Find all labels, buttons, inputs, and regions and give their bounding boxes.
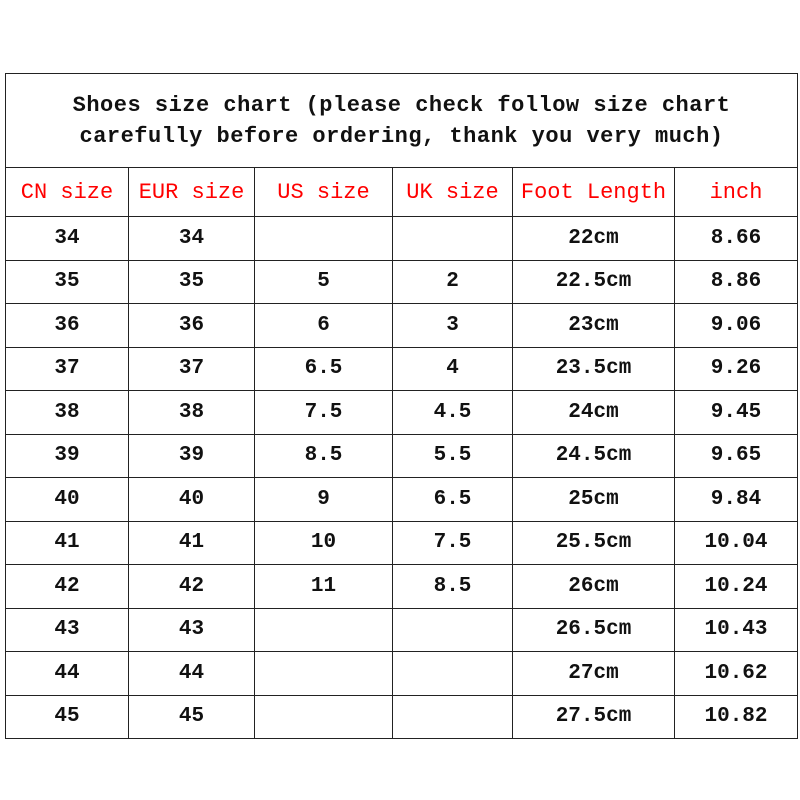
table-row: 38 38 7.5 4.5 24cm 9.45 [5, 390, 799, 435]
table-cell: 10.62 [673, 651, 799, 696]
table-cell: 39 [128, 433, 255, 478]
table-cell: 4 [392, 346, 513, 391]
column-header: UK size [392, 167, 513, 217]
title-line-1: Shoes size chart (please check follow si… [72, 92, 731, 118]
table-cell: 27cm [512, 651, 675, 696]
table-cell: 41 [5, 520, 129, 565]
table-cell: 45 [128, 694, 255, 739]
chart-title: Shoes size chart (please check follow si… [4, 73, 799, 168]
header-row: CN size EUR size US size UK size Foot Length… [5, 167, 799, 217]
table-cell [392, 607, 513, 652]
table-cell [254, 694, 393, 739]
table-cell: 24.5cm [512, 433, 675, 478]
table-cell: 26cm [512, 564, 675, 609]
table-cell: 2 [392, 259, 513, 304]
table-cell: 42 [128, 564, 255, 609]
table-cell: 8.66 [673, 216, 799, 261]
table-cell: 37 [128, 346, 255, 391]
table-cell: 34 [5, 216, 129, 261]
table-cell: 35 [5, 259, 129, 304]
table-cell: 43 [128, 607, 255, 652]
column-header: US size [254, 167, 393, 217]
table-cell: 34 [128, 216, 255, 261]
title-line-2: carefully before ordering, thank you ver… [79, 123, 724, 149]
table-cell [254, 651, 393, 696]
table-cell: 9.06 [673, 303, 799, 348]
table-cell: 7.5 [392, 520, 513, 565]
table-cell: 22cm [512, 216, 675, 261]
table-cell: 10.24 [673, 564, 799, 609]
table-cell: 3 [392, 303, 513, 348]
table-row: 36 36 6 3 23cm 9.06 [5, 303, 799, 348]
column-header: EUR size [128, 167, 255, 217]
table-row: 45 45 27.5cm 10.82 [5, 694, 799, 739]
table-cell: 38 [128, 390, 255, 435]
table-cell: 8.86 [673, 259, 799, 304]
table-cell: 40 [128, 477, 255, 522]
table-cell: 6 [254, 303, 393, 348]
table-row: 41 41 10 7.5 25.5cm 10.04 [5, 520, 799, 565]
table-cell: 9.45 [673, 390, 799, 435]
table-cell: 39 [5, 433, 129, 478]
table-cell: 35 [128, 259, 255, 304]
table-cell: 41 [128, 520, 255, 565]
table-cell: 26.5cm [512, 607, 675, 652]
table-row: 42 42 11 8.5 26cm 10.24 [5, 564, 799, 609]
table-cell: 22.5cm [512, 259, 675, 304]
table-cell: 10.04 [673, 520, 799, 565]
table-cell: 36 [5, 303, 129, 348]
table-cell: 43 [5, 607, 129, 652]
table-cell: 9.26 [673, 346, 799, 391]
table-cell: 5.5 [392, 433, 513, 478]
table-cell: 9.84 [673, 477, 799, 522]
table-cell: 7.5 [254, 390, 393, 435]
table-cell: 6.5 [254, 346, 393, 391]
table-cell [254, 216, 393, 261]
column-header: CN size [5, 167, 129, 217]
table-row: 44 44 27cm 10.62 [5, 651, 799, 696]
table-cell: 38 [5, 390, 129, 435]
table-cell: 44 [5, 651, 129, 696]
table-cell: 44 [128, 651, 255, 696]
table-cell: 6.5 [392, 477, 513, 522]
table-cell: 23cm [512, 303, 675, 348]
table-cell: 40 [5, 477, 129, 522]
table-cell: 11 [254, 564, 393, 609]
table-cell [254, 607, 393, 652]
table-cell: 45 [5, 694, 129, 739]
table-cell: 8.5 [254, 433, 393, 478]
table-cell: 42 [5, 564, 129, 609]
size-chart-table: Shoes size chart (please check follow si… [4, 73, 799, 739]
table-cell: 25cm [512, 477, 675, 522]
table-cell: 37 [5, 346, 129, 391]
table-cell: 10.43 [673, 607, 799, 652]
table-cell: 23.5cm [512, 346, 675, 391]
table-cell: 25.5cm [512, 520, 675, 565]
table-cell: 10 [254, 520, 393, 565]
table-cell [392, 694, 513, 739]
table-row: 35 35 5 2 22.5cm 8.86 [5, 259, 799, 304]
table-row: 43 43 26.5cm 10.43 [5, 607, 799, 652]
table-cell: 36 [128, 303, 255, 348]
table-cell: 9 [254, 477, 393, 522]
table-cell: 8.5 [392, 564, 513, 609]
table-cell: 24cm [512, 390, 675, 435]
column-header: Foot Length [512, 167, 675, 217]
table-cell: 9.65 [673, 433, 799, 478]
table-cell: 27.5cm [512, 694, 675, 739]
table-row: 34 34 22cm 8.66 [5, 216, 799, 261]
table-cell: 10.82 [673, 694, 799, 739]
table-cell [392, 651, 513, 696]
table-cell: 4.5 [392, 390, 513, 435]
table-cell: 5 [254, 259, 393, 304]
table-row: 40 40 9 6.5 25cm 9.84 [5, 477, 799, 522]
table-row: 39 39 8.5 5.5 24.5cm 9.65 [5, 433, 799, 478]
table-row: 37 37 6.5 4 23.5cm 9.26 [5, 346, 799, 391]
column-header: inch [673, 167, 799, 217]
table-cell [392, 216, 513, 261]
